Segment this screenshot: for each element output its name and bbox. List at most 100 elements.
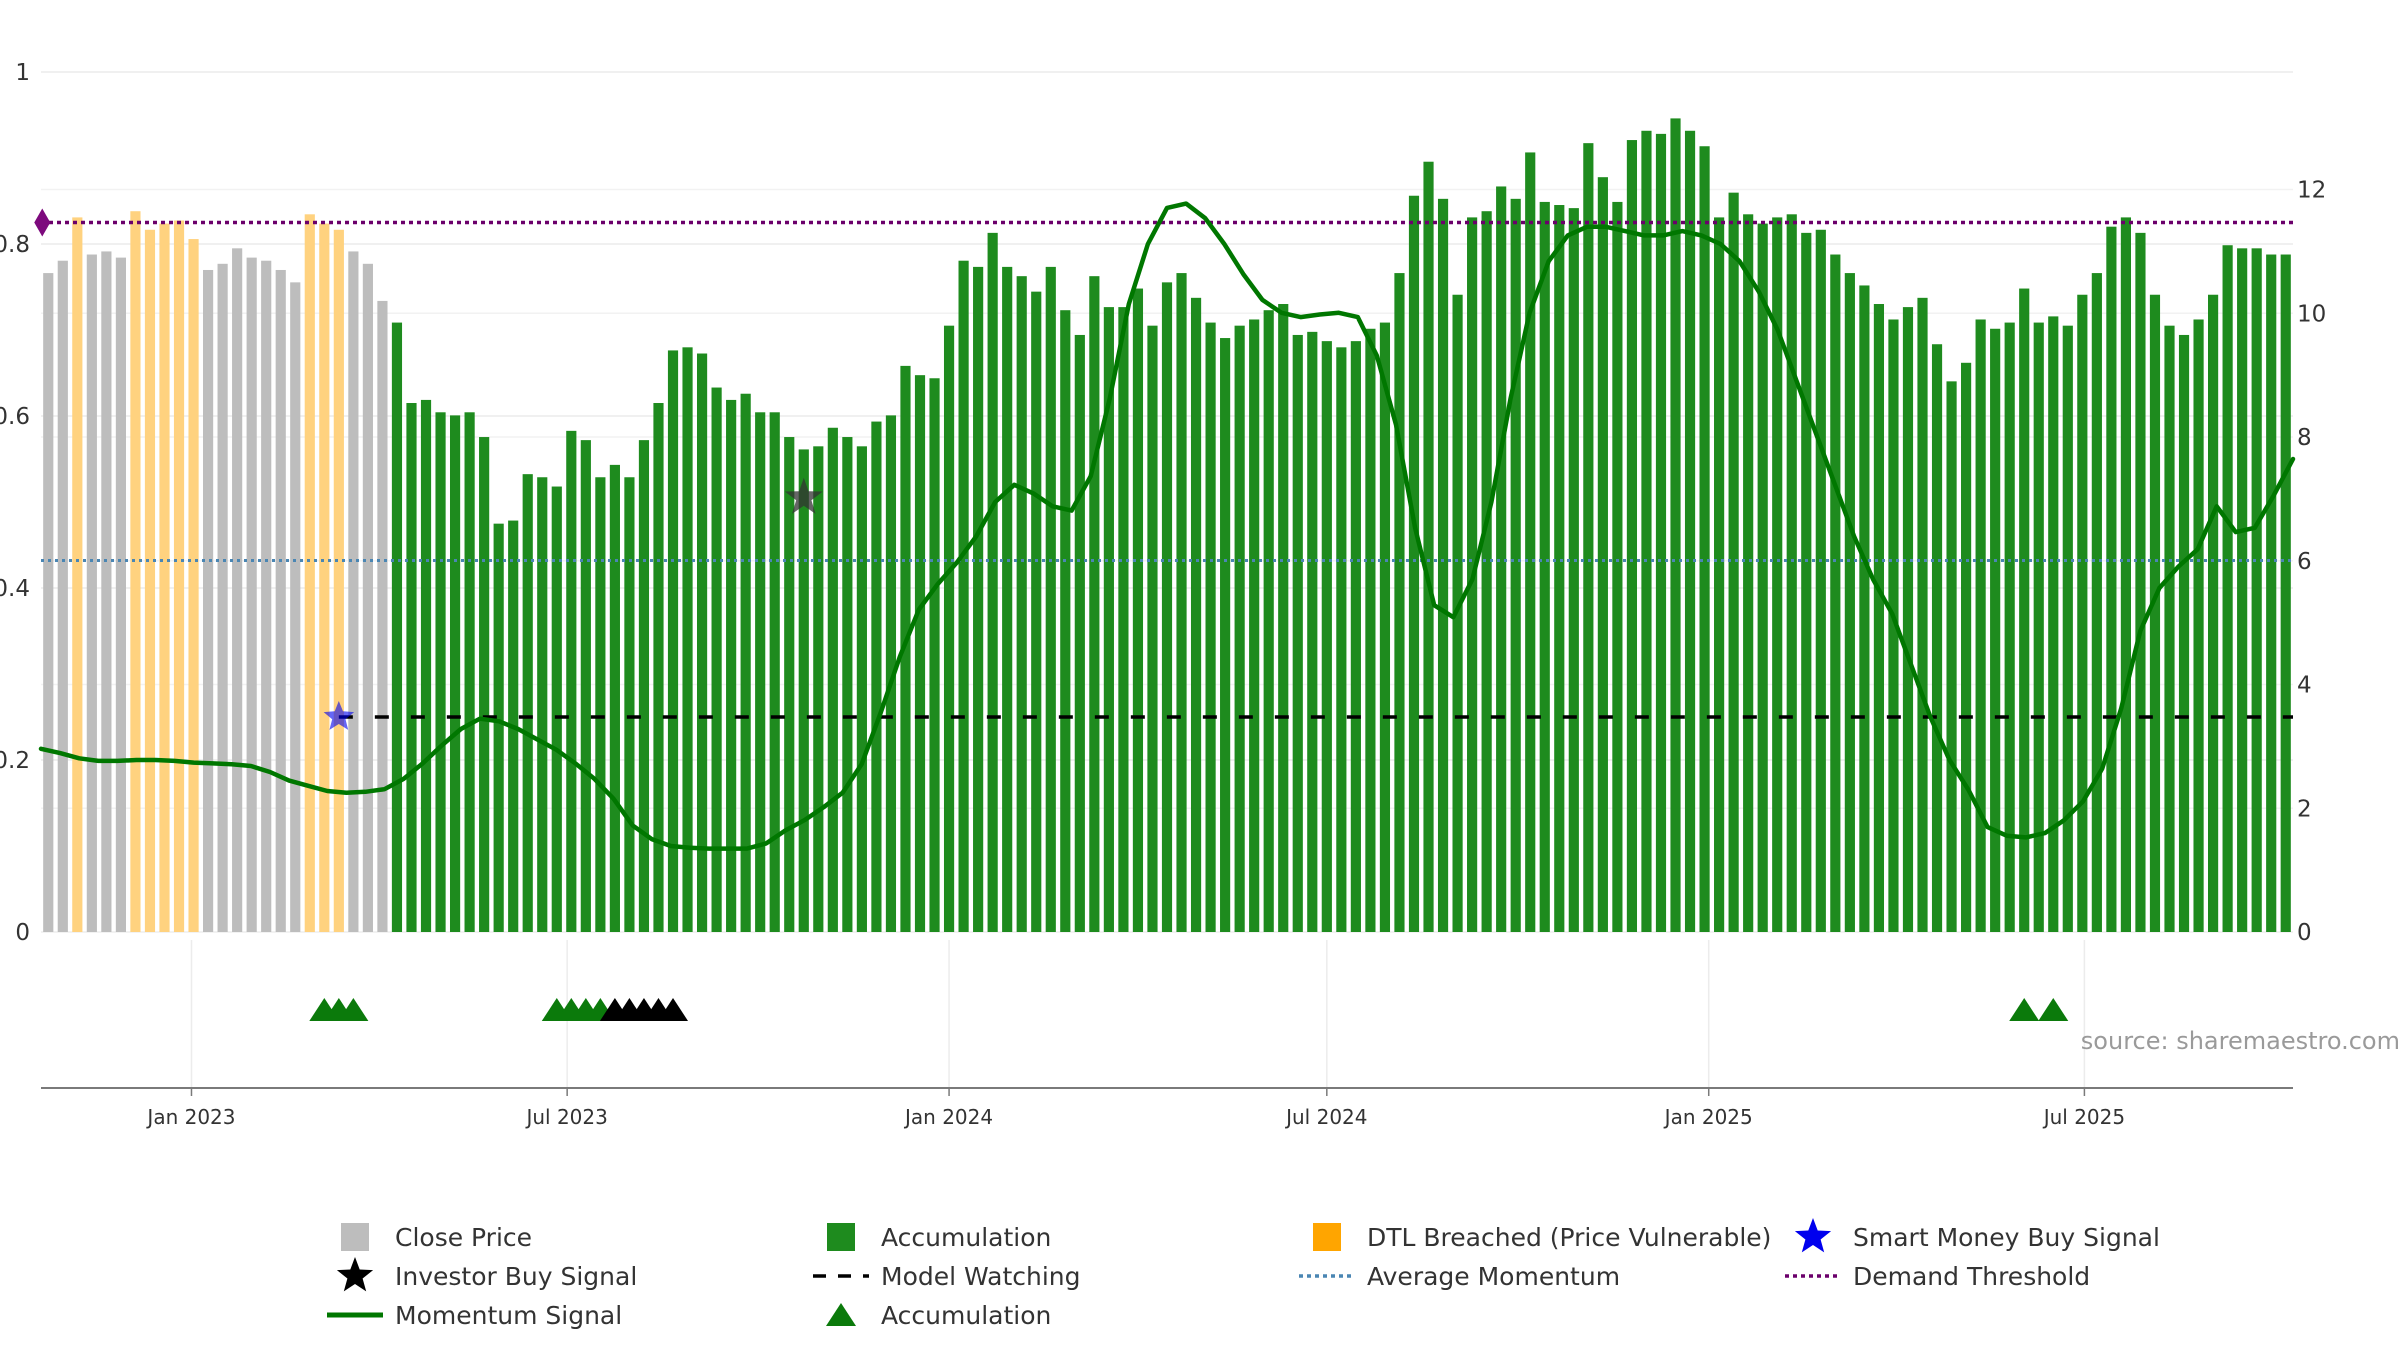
price-bar [479, 437, 490, 932]
price-bar [667, 350, 679, 933]
price-bar [1249, 319, 1260, 932]
price-bar [1525, 152, 1536, 933]
price-bar [973, 266, 984, 932]
price-bar [377, 300, 388, 932]
investor-buy-star [784, 477, 823, 514]
price-bar [1394, 273, 1405, 933]
price-bar [638, 440, 650, 932]
price-bar [537, 477, 548, 932]
price-bar [101, 251, 112, 933]
price-bar [1350, 341, 1361, 932]
accumulation-triangle [2009, 998, 2040, 1021]
price-bar [1990, 328, 2001, 933]
x-tick-label: Jul 2023 [524, 1105, 607, 1129]
x-tick-label: Jul 2025 [2042, 1105, 2125, 1129]
price-bar [2222, 245, 2233, 932]
price-bar [1031, 291, 1042, 933]
price-bar [1321, 341, 1332, 932]
price-bar [624, 477, 635, 932]
y-right-tick-label: 4 [2297, 673, 2312, 699]
price-bar [1568, 208, 1579, 932]
price-bar [1830, 254, 1841, 932]
price-bar [871, 421, 882, 932]
price-bar [1844, 273, 1855, 933]
price-bar [1161, 282, 1173, 932]
legend: Close Price Accumulation DTL Breached (Pri… [327, 1218, 2160, 1330]
y-left-tick-label: 0 [15, 920, 30, 946]
price-bar [769, 412, 780, 932]
price-bar [1539, 201, 1550, 933]
price-bar [2251, 248, 2262, 932]
price-bar [1060, 310, 1071, 933]
x-tick-label: Jan 2023 [145, 1105, 235, 1129]
legend-label: Investor Buy Signal [395, 1262, 637, 1291]
price-bar [1931, 344, 1943, 932]
x-tick-label: Jan 2025 [1663, 1105, 1753, 1129]
price-bar [130, 211, 141, 933]
price-bar [1815, 229, 1826, 933]
price-bar [755, 412, 766, 932]
price-bar [784, 437, 795, 932]
price-bar [1365, 328, 1376, 933]
price-bar [43, 273, 54, 933]
price-bar [159, 223, 170, 932]
price-bar [726, 399, 737, 932]
price-bar [2077, 294, 2088, 932]
legend-label: Accumulation [881, 1223, 1051, 1252]
accumulation-triangle [2038, 998, 2069, 1021]
price-bar [2004, 322, 2015, 932]
price-bar [2048, 316, 2059, 932]
price-bar [275, 269, 286, 933]
price-bar [290, 282, 301, 932]
price-bar [1423, 161, 1434, 933]
price-bar [1234, 325, 1245, 932]
price-bar [885, 415, 897, 932]
signal-markers [34, 208, 823, 730]
y-right-tick-label: 8 [2297, 425, 2312, 451]
legend-square-icon [341, 1223, 369, 1251]
accumulation-triangle [338, 998, 369, 1021]
legend-label: Accumulation [881, 1301, 1051, 1330]
price-bar [493, 523, 504, 932]
price-bar [1801, 232, 1812, 933]
smart-money-buy-star [323, 701, 355, 730]
price-bar [1437, 198, 1449, 932]
y-right-tick-label: 12 [2297, 178, 2326, 204]
legend-label: Smart Money Buy Signal [1853, 1223, 2160, 1252]
legend-label: DTL Breached (Price Vulnerable) [1367, 1223, 1771, 1252]
price-bar [1714, 217, 1725, 932]
price-bar [232, 248, 243, 932]
y-right-tick-label: 10 [2297, 301, 2326, 327]
y-right-tick-label: 0 [2297, 920, 2312, 946]
y-left-tick-label: 1 [15, 60, 30, 86]
price-bar [1016, 276, 1027, 932]
price-bar [1278, 304, 1289, 932]
price-bar [86, 254, 97, 932]
price-bar [348, 251, 359, 933]
price-bar [813, 446, 824, 932]
price-bar [1873, 304, 1885, 932]
price-bar [1147, 325, 1158, 932]
price-bar [1205, 322, 1216, 932]
price-bar [1408, 195, 1420, 932]
legend-label: Momentum Signal [395, 1301, 622, 1330]
price-bar [304, 214, 315, 933]
price-bar [2164, 325, 2175, 932]
legend-label: Demand Threshold [1853, 1262, 2090, 1291]
demand-threshold-marker [34, 208, 51, 237]
price-bar [1670, 118, 1681, 932]
price-bar [842, 437, 853, 932]
price-bar [1074, 334, 1085, 932]
price-bar [958, 260, 969, 932]
price-bar [1089, 276, 1100, 932]
legend-square-icon [1313, 1223, 1341, 1251]
price-bar [2237, 248, 2248, 932]
accumulation-triangles [309, 998, 2069, 1021]
price-bar [1975, 319, 1986, 932]
price-bar [1961, 362, 1972, 932]
price-bar [1917, 297, 1928, 932]
price-bar [420, 399, 432, 932]
price-bar [2135, 232, 2146, 933]
price-bar [2193, 319, 2204, 932]
price-bar [72, 217, 83, 932]
